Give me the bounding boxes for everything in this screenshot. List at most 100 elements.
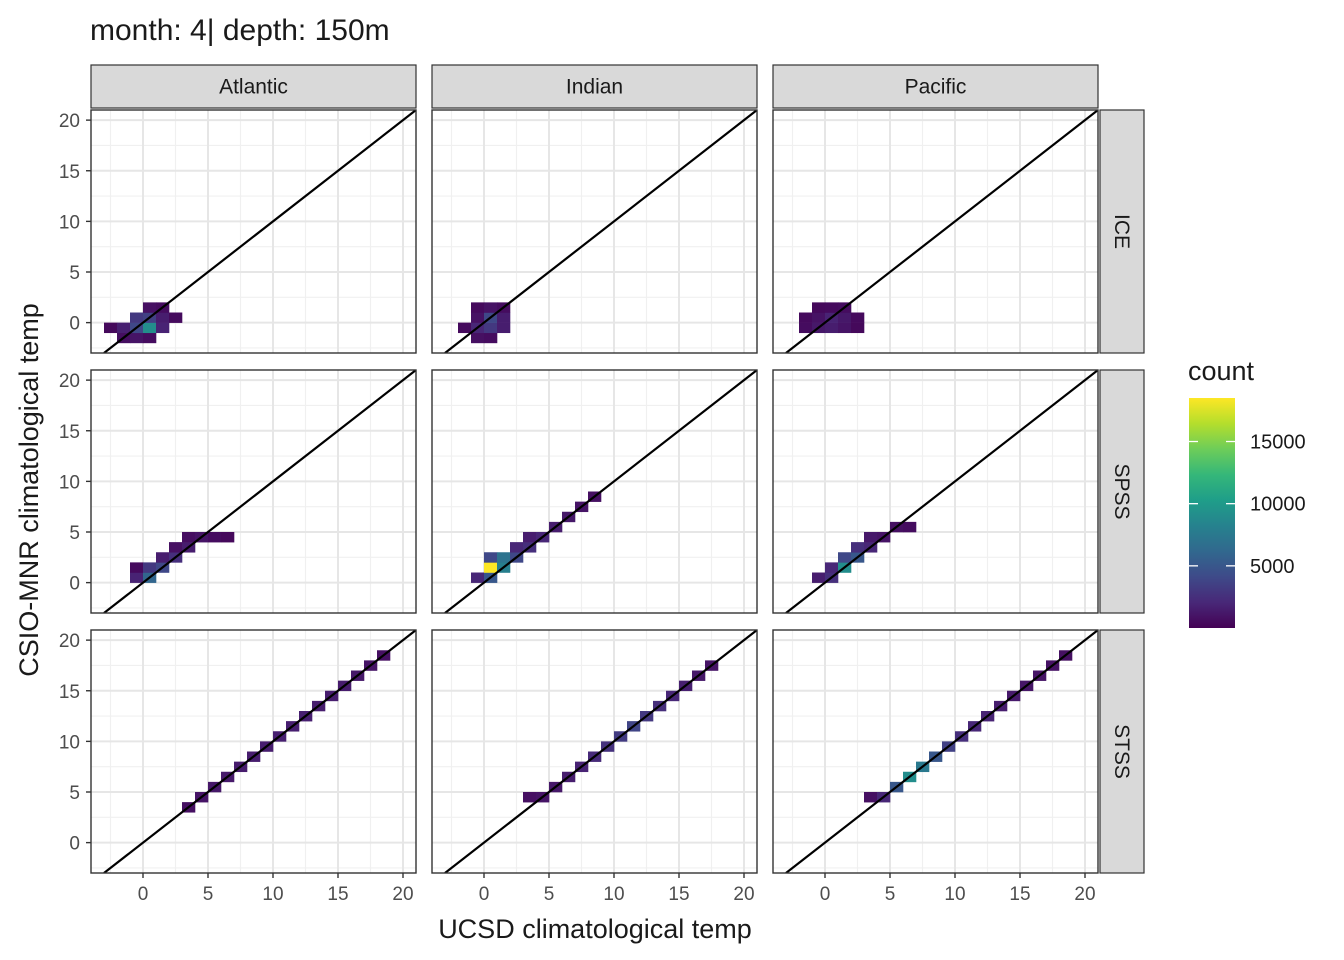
y-tick-label: 5 [69, 523, 80, 544]
heatmap-tile [471, 332, 485, 344]
heatmap-tile [799, 312, 813, 323]
reference-line [785, 630, 1098, 873]
heatmap-tile [825, 322, 839, 334]
reference-line [444, 110, 757, 353]
heatmap-tile [838, 552, 852, 563]
heatmap-tile [484, 302, 498, 313]
color-legend: count 5000 10000 15000 [1188, 356, 1306, 628]
column-strip-label: Pacific [905, 76, 967, 99]
heatmap-tile [497, 322, 511, 334]
legend-tick-label: 5000 [1250, 556, 1295, 578]
legend-colorbar [1189, 398, 1235, 628]
reference-line [103, 370, 416, 613]
panel-border [90, 109, 417, 354]
reference-line [785, 110, 1098, 353]
heatmap-tile [143, 332, 157, 344]
row-strip-box [1099, 109, 1145, 354]
panel-pacific-ice [772, 109, 1099, 354]
heatmap-tile [864, 792, 878, 803]
row-strip-label: SPSS [1110, 463, 1133, 519]
y-tick-label: 0 [69, 834, 80, 855]
x-tick-label: 0 [138, 884, 149, 905]
heatmap-tile [799, 322, 813, 334]
y-tick-label: 10 [59, 472, 80, 493]
row-strip-box [1099, 629, 1145, 874]
heatmap-tile [182, 532, 196, 543]
heatmap-tile [143, 302, 157, 313]
heatmap-tile [143, 322, 157, 334]
legend-title: count [1188, 356, 1255, 386]
y-tick-label: 20 [59, 631, 80, 652]
y-tick-label: 20 [59, 111, 80, 132]
y-tick-label: 5 [69, 783, 80, 804]
heatmap-tile [130, 562, 144, 573]
chart-title: month: 4| depth: 150m [90, 14, 390, 47]
heatmap-tile [497, 312, 511, 323]
panel-indian-ice [431, 109, 758, 354]
heatmap-tile [484, 552, 498, 563]
heatmap-tile [864, 532, 878, 543]
panel-border [90, 629, 417, 874]
heatmap-tile [471, 572, 485, 583]
heatmap-tile [812, 302, 826, 313]
heatmap-tile [169, 312, 183, 323]
x-tick-label: 20 [733, 884, 754, 905]
heatmap-tile [117, 322, 131, 334]
heatmap-tile [130, 572, 144, 583]
facet-panels: Atlantic Indian Pacific ICE SPSS STSS 0 5 10 15 20… [59, 64, 1145, 905]
heatmap-tile [156, 322, 170, 334]
heatmap-tile [104, 322, 118, 334]
panel-atlantic-spss: 0 5 10 15 20 [59, 369, 417, 614]
panel-border [772, 109, 1099, 354]
heatmap-tile [130, 312, 144, 323]
row-strip: SPSS [1099, 369, 1145, 614]
y-tick-label: 10 [59, 212, 80, 233]
heatmap-tile [903, 521, 917, 533]
x-tick-label: 15 [668, 884, 689, 905]
y-tick-label: 15 [59, 162, 80, 183]
heatmap-tile [838, 312, 852, 323]
heatmap-tile [523, 532, 537, 543]
reference-line [103, 110, 416, 353]
heatmap-tile [812, 312, 826, 323]
x-tick-label: 5 [544, 884, 555, 905]
panel-border [90, 369, 417, 614]
legend-tick-label: 15000 [1250, 432, 1306, 454]
heatmap-tile [156, 312, 170, 323]
heatmap-tile [851, 322, 865, 334]
column-strip-label: Indian [566, 76, 623, 99]
x-tick-label: 20 [1074, 884, 1095, 905]
panel-pacific-spss [772, 369, 1099, 614]
panel-border [431, 369, 758, 614]
heatmap-tile [484, 322, 498, 334]
heatmap-tile [458, 322, 472, 334]
x-tick-label: 0 [820, 884, 831, 905]
x-tick-label: 5 [203, 884, 214, 905]
x-tick-label: 10 [944, 884, 965, 905]
heatmap-tile [825, 302, 839, 313]
panel-border [431, 109, 758, 354]
column-strip-box [431, 64, 758, 109]
heatmap-tile [156, 552, 170, 563]
x-axis-label: UCSD climatological temp [438, 914, 752, 944]
x-tick-label: 20 [392, 884, 413, 905]
row-strip-box [1099, 369, 1145, 614]
panel-indian-spss [431, 369, 758, 614]
heatmap-tile [208, 532, 222, 543]
heatmap-tile [143, 562, 157, 573]
column-strip-box [772, 64, 1099, 109]
y-tick-label: 0 [69, 314, 80, 335]
column-strip: Indian [431, 64, 758, 109]
heatmap-tile [825, 562, 839, 573]
heatmap-tile [130, 332, 144, 344]
y-tick-label: 0 [69, 574, 80, 595]
reference-line [785, 370, 1098, 613]
y-tick-label: 5 [69, 263, 80, 284]
panel-atlantic-stss: 0 5 10 15 20 0 5 10 15 20 [59, 629, 417, 905]
heatmap-tile [484, 332, 498, 344]
y-tick-label: 15 [59, 682, 80, 703]
column-strip-box [90, 64, 417, 109]
legend-tick-label: 10000 [1250, 494, 1306, 516]
panel-atlantic-ice: 0 5 10 15 20 [59, 109, 417, 354]
heatmap-tile [838, 322, 852, 334]
